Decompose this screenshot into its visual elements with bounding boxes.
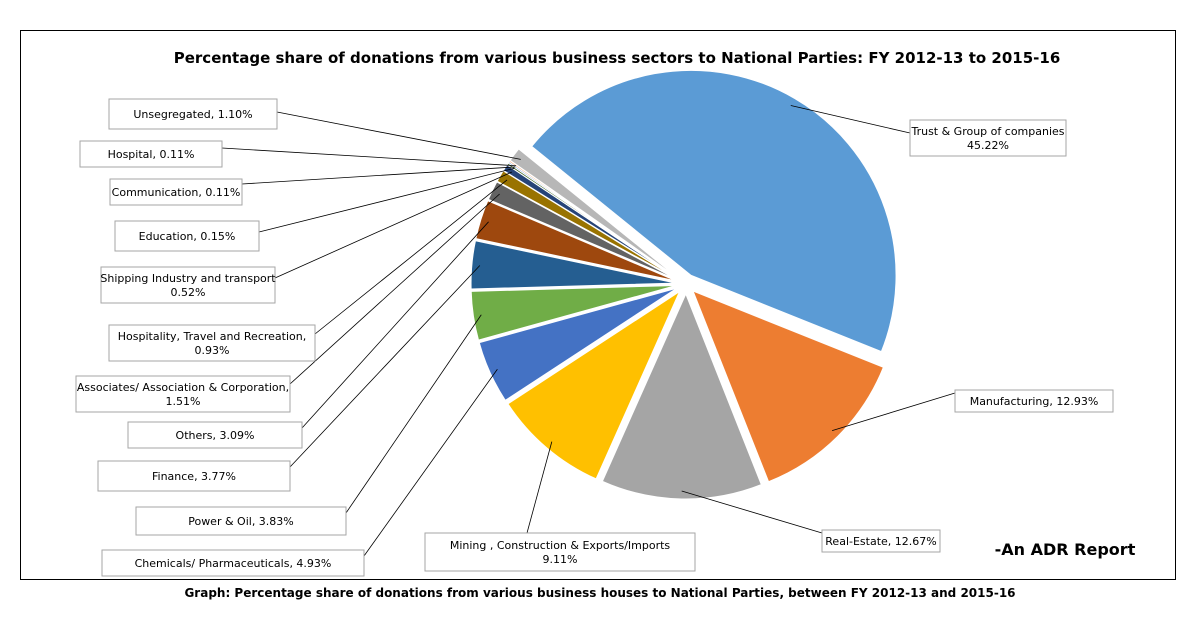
- leader-line-13: [241, 166, 516, 185]
- pie-slice-5: [478, 287, 678, 402]
- slice-label-3: Real-Estate, 12.67%: [825, 535, 936, 548]
- leader-line-9: [289, 193, 500, 385]
- slice-label-1-line-2: 45.22%: [967, 139, 1009, 152]
- label-box-6: [135, 506, 347, 536]
- slice-label-8: Others, 3.09%: [176, 429, 255, 442]
- leader-line-4: [526, 441, 553, 534]
- slice-label-11-line-1: Shipping Industry and transport: [100, 272, 276, 285]
- slice-label-5: Chemicals/ Pharmaceuticals, 4.93%: [135, 557, 332, 570]
- slice-label-10-line-1: Hospitality, Travel and Recreation,: [118, 330, 306, 343]
- slice-label-9-line-1: Associates/ Association & Corporation,: [77, 381, 289, 394]
- pie-slice-2: [692, 290, 885, 483]
- label-box-2: [954, 389, 1114, 413]
- leader-line-10: [314, 179, 508, 335]
- slice-label-13: Communication, 0.11%: [112, 186, 241, 199]
- label-box-4: [424, 532, 696, 572]
- slice-label-4-line-2: 9.11%: [543, 553, 578, 566]
- leader-line-5: [363, 369, 498, 557]
- pie-slice-3: [601, 292, 762, 500]
- pie-slice-1: [531, 69, 897, 353]
- slice-label-14: Hospital, 0.11%: [108, 148, 195, 161]
- label-box-13: [109, 178, 243, 206]
- label-box-8: [127, 421, 303, 449]
- pie-slice-6: [470, 284, 677, 341]
- leader-line-8: [301, 221, 489, 429]
- leader-line-15: [276, 111, 521, 160]
- pie-slice-4: [507, 290, 681, 480]
- chart-frame: [20, 30, 1176, 580]
- pie-slice-7: [470, 240, 677, 290]
- pie-slices: [470, 69, 897, 500]
- slice-label-12: Education, 0.15%: [139, 230, 236, 243]
- slice-label-2: Manufacturing, 12.93%: [970, 395, 1099, 408]
- label-box-3: [821, 529, 941, 553]
- leader-line-1: [790, 105, 911, 134]
- report-annotation: -An ADR Report: [995, 540, 1136, 559]
- label-box-12: [114, 220, 260, 252]
- label-box-7: [97, 460, 291, 492]
- figure-caption: Graph: Percentage share of donations fro…: [184, 586, 1016, 600]
- leader-line-11: [274, 171, 513, 279]
- leader-line-7: [289, 265, 481, 468]
- pie-slice-9: [487, 181, 678, 281]
- chart-title: Percentage share of donations from vario…: [174, 49, 1061, 67]
- slice-label-4-line-1: Mining , Construction & Exports/Imports: [450, 539, 671, 552]
- label-box-14: [79, 140, 223, 168]
- label-box-1: [909, 119, 1067, 157]
- pie-slice-8: [475, 200, 677, 282]
- leader-line-12: [258, 167, 515, 233]
- slice-label-15: Unsegregated, 1.10%: [133, 108, 252, 121]
- leader-line-6: [345, 314, 482, 514]
- slice-label-9-line-2: 1.51%: [166, 395, 201, 408]
- slice-label-7: Finance, 3.77%: [152, 470, 236, 483]
- leader-line-14: [221, 147, 517, 167]
- label-box-9: [75, 375, 291, 413]
- slice-label-11-line-2: 0.52%: [171, 286, 206, 299]
- leader-line-2: [831, 392, 956, 432]
- pie-slice-15: [509, 148, 679, 279]
- label-box-10: [108, 324, 316, 362]
- leader-line-3: [681, 490, 823, 534]
- label-box-5: [101, 549, 365, 577]
- slice-label-1-line-1: Trust & Group of companies: [910, 125, 1064, 138]
- slice-label-10-line-2: 0.93%: [195, 344, 230, 357]
- label-box-15: [108, 98, 278, 130]
- slice-label-6: Power & Oil, 3.83%: [188, 515, 294, 528]
- label-box-11: [100, 266, 276, 304]
